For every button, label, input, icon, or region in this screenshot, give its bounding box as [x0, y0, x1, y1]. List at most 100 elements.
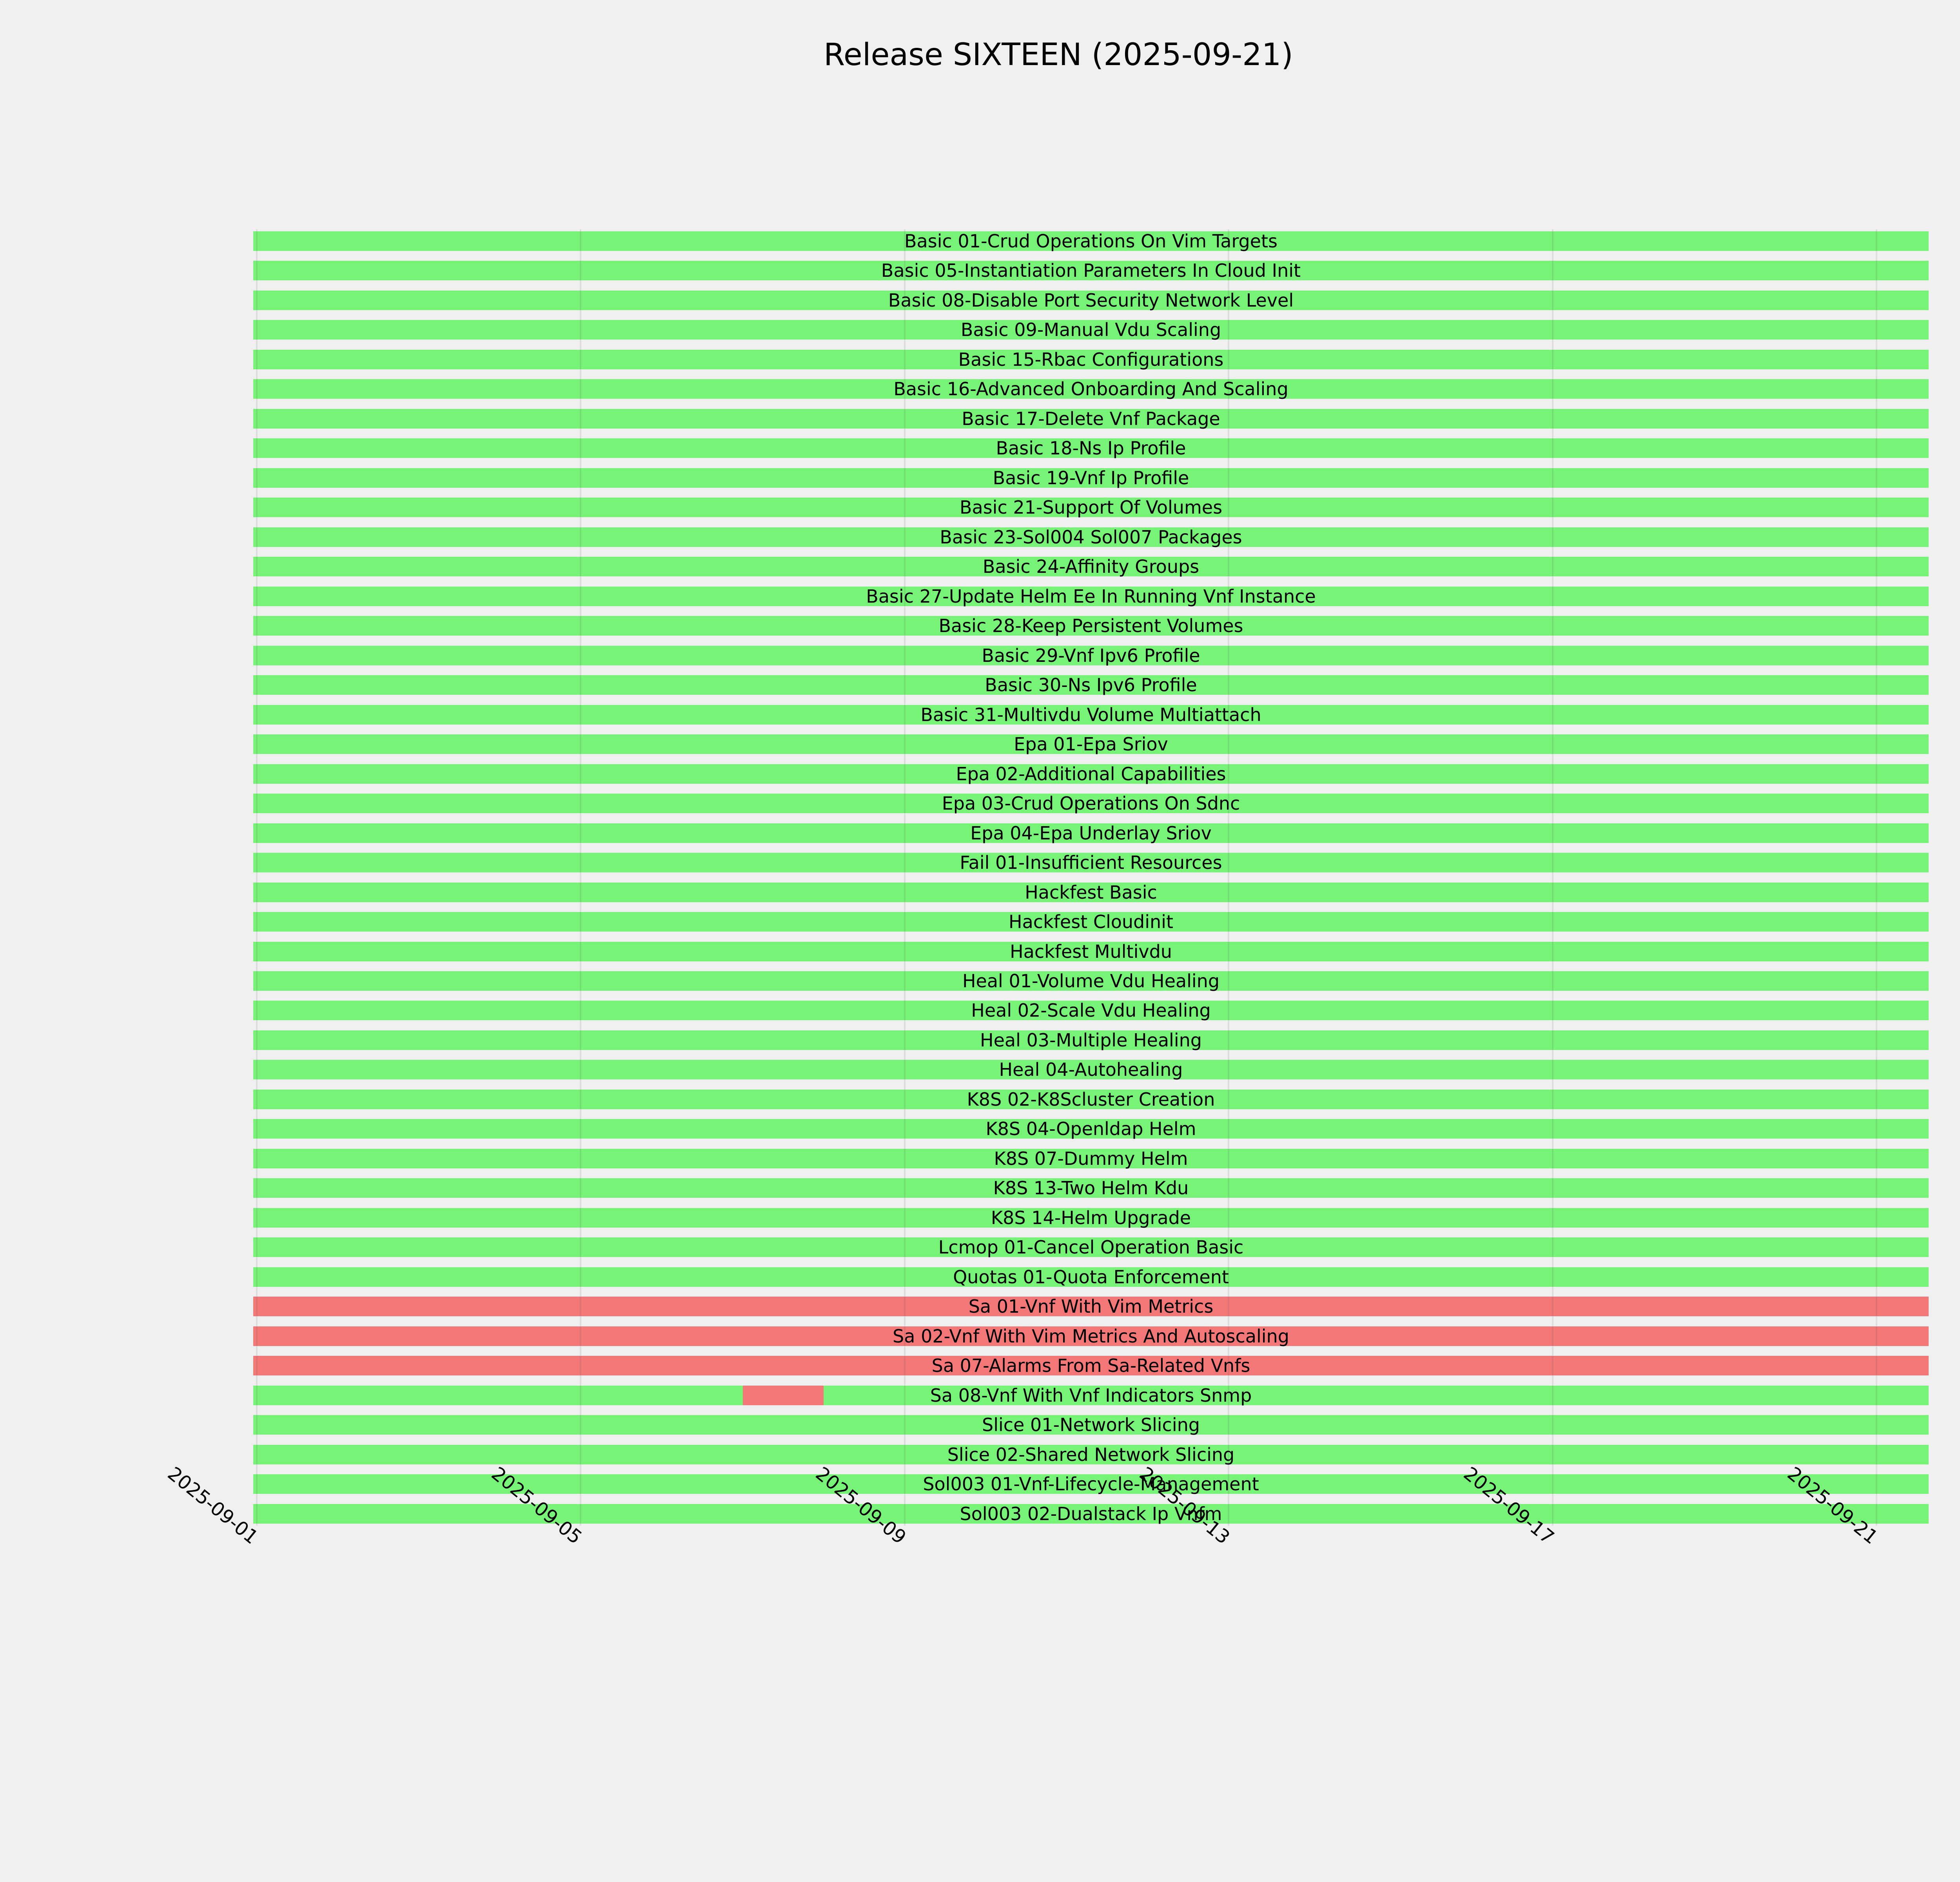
gantt-bar-label: K8S 07-Dummy Helm — [994, 1148, 1188, 1169]
gantt-row: Epa 03-Crud Operations On Sdnc — [253, 794, 1929, 813]
gantt-bar — [253, 1267, 1929, 1287]
gantt-bar — [253, 379, 1929, 399]
gantt-bar-failed-segment — [742, 1386, 824, 1405]
gantt-row: Basic 08-Disable Port Security Network L… — [253, 291, 1929, 310]
gantt-row: Lcmop 01-Cancel Operation Basic — [253, 1237, 1929, 1257]
gantt-bar — [253, 1356, 1929, 1375]
gantt-row: Sa 02-Vnf With Vim Metrics And Autoscali… — [253, 1326, 1929, 1346]
gantt-bar — [253, 1001, 1929, 1020]
chart-title: Release SIXTEEN (2025-09-21) — [824, 37, 1293, 73]
gantt-row: Quotas 01-Quota Enforcement — [253, 1267, 1929, 1287]
gantt-row: Basic 28-Keep Persistent Volumes — [253, 616, 1929, 636]
gantt-row: Basic 09-Manual Vdu Scaling — [253, 320, 1929, 340]
gantt-bar-label: Basic 17-Delete Vnf Package — [962, 408, 1220, 429]
gantt-bar-label: Epa 02-Additional Capabilities — [956, 763, 1226, 785]
gantt-bar-label: Sol003 02-Dualstack Ip Vnfm — [960, 1503, 1222, 1524]
gantt-bar — [253, 1415, 1929, 1435]
gantt-row: Sa 01-Vnf With Vim Metrics — [253, 1297, 1929, 1316]
gantt-bar-label: Basic 01-Crud Operations On Vim Targets — [904, 231, 1278, 252]
gantt-bar-label: Fail 01-Insufficient Resources — [960, 852, 1222, 873]
gantt-row: Hackfest Cloudinit — [253, 912, 1929, 932]
gantt-bar — [253, 1445, 1929, 1464]
x-gridline — [256, 229, 258, 1526]
gantt-bar-label: Epa 03-Crud Operations On Sdnc — [942, 793, 1240, 814]
gantt-bar — [253, 438, 1929, 458]
gantt-bar — [253, 942, 1929, 961]
gantt-row: K8S 02-K8Scluster Creation — [253, 1090, 1929, 1109]
gantt-bar-label: Hackfest Basic — [1025, 882, 1157, 903]
gantt-row: Slice 01-Network Slicing — [253, 1415, 1929, 1435]
gantt-bar — [253, 794, 1929, 813]
gantt-bar-label: Hackfest Cloudinit — [1009, 911, 1173, 932]
gantt-bar — [253, 1119, 1929, 1139]
gantt-row: Basic 01-Crud Operations On Vim Targets — [253, 231, 1929, 251]
gantt-row: Basic 29-Vnf Ipv6 Profile — [253, 646, 1929, 665]
gantt-row: Basic 05-Instantiation Parameters In Clo… — [253, 261, 1929, 280]
gantt-row: Slice 02-Shared Network Slicing — [253, 1445, 1929, 1464]
gantt-bar-label: Heal 03-Multiple Healing — [980, 1030, 1202, 1051]
gantt-row: Basic 23-Sol004 Sol007 Packages — [253, 527, 1929, 547]
gantt-bar — [253, 616, 1929, 636]
gantt-row: Basic 21-Support Of Volumes — [253, 498, 1929, 517]
gantt-bar-label: Basic 08-Disable Port Security Network L… — [888, 290, 1294, 311]
gantt-bar-label: Heal 02-Scale Vdu Healing — [971, 1000, 1211, 1021]
gantt-bar — [253, 1326, 1929, 1346]
gantt-row: Sol003 01-Vnf-Lifecycle-Management — [253, 1474, 1929, 1494]
gantt-bar — [253, 468, 1929, 488]
gantt-bar-label: Heal 04-Autohealing — [999, 1059, 1183, 1080]
gantt-bar — [253, 883, 1929, 902]
gantt-bar-label: Sa 07-Alarms From Sa-Related Vnfs — [931, 1355, 1250, 1376]
gantt-bar — [253, 705, 1929, 725]
gantt-bar — [253, 1090, 1929, 1109]
gantt-bar — [253, 646, 1929, 665]
gantt-bar — [253, 409, 1929, 429]
gantt-row: K8S 07-Dummy Helm — [253, 1149, 1929, 1168]
gantt-bar — [253, 971, 1929, 991]
gantt-bar — [253, 823, 1929, 843]
gantt-bar-label: Basic 30-Ns Ipv6 Profile — [985, 674, 1197, 696]
gantt-row: Basic 16-Advanced Onboarding And Scaling — [253, 379, 1929, 399]
gantt-bar-label: Sa 02-Vnf With Vim Metrics And Autoscali… — [893, 1326, 1289, 1347]
gantt-row: K8S 13-Two Helm Kdu — [253, 1178, 1929, 1198]
gantt-bar-label: Sol003 01-Vnf-Lifecycle-Management — [923, 1473, 1259, 1495]
gantt-row: Basic 17-Delete Vnf Package — [253, 409, 1929, 429]
gantt-row: Heal 01-Volume Vdu Healing — [253, 971, 1929, 991]
gantt-bar-label: Basic 19-Vnf Ip Profile — [993, 467, 1189, 489]
gantt-row: Basic 18-Ns Ip Profile — [253, 438, 1929, 458]
gantt-bar-label: K8S 13-Two Helm Kdu — [993, 1177, 1189, 1199]
gantt-row: Hackfest Basic — [253, 883, 1929, 902]
gantt-row: Basic 31-Multivdu Volume Multiattach — [253, 705, 1929, 725]
gantt-bar-label: Epa 04-Epa Underlay Sriov — [970, 823, 1212, 844]
gantt-bar-label: Basic 23-Sol004 Sol007 Packages — [940, 527, 1242, 548]
x-tick-label: 2025-09-01 — [163, 1462, 262, 1549]
x-gridline — [1552, 229, 1553, 1526]
gantt-row: Epa 04-Epa Underlay Sriov — [253, 823, 1929, 843]
gantt-bar — [253, 587, 1929, 606]
gantt-bar — [253, 1178, 1929, 1198]
gantt-bar — [253, 1208, 1929, 1228]
gantt-bar — [253, 675, 1929, 695]
gantt-bar — [253, 764, 1929, 784]
gantt-bar — [253, 1030, 1929, 1050]
gantt-bar — [253, 912, 1929, 932]
gantt-row: Basic 27-Update Helm Ee In Running Vnf I… — [253, 587, 1929, 606]
gantt-row: Heal 02-Scale Vdu Healing — [253, 1001, 1929, 1020]
gantt-bar-label: Basic 18-Ns Ip Profile — [996, 438, 1186, 459]
gantt-bar-label: Basic 28-Keep Persistent Volumes — [938, 615, 1243, 636]
gantt-row: K8S 14-Helm Upgrade — [253, 1208, 1929, 1228]
gantt-bar-label: Basic 21-Support Of Volumes — [959, 497, 1223, 518]
gantt-bar — [253, 291, 1929, 310]
gantt-bar-label: Basic 16-Advanced Onboarding And Scaling — [893, 378, 1289, 400]
gantt-bar — [253, 1149, 1929, 1168]
gantt-bar — [253, 1237, 1929, 1257]
gantt-row: Heal 04-Autohealing — [253, 1060, 1929, 1079]
gantt-bar-label: K8S 14-Helm Upgrade — [991, 1207, 1191, 1228]
gantt-row: Hackfest Multivdu — [253, 942, 1929, 961]
x-gridline — [580, 229, 582, 1526]
gantt-bar — [253, 320, 1929, 340]
gantt-bar — [253, 498, 1929, 517]
gantt-bar — [253, 1504, 1929, 1524]
gantt-row: Sa 07-Alarms From Sa-Related Vnfs — [253, 1356, 1929, 1375]
gantt-row: Fail 01-Insufficient Resources — [253, 853, 1929, 872]
